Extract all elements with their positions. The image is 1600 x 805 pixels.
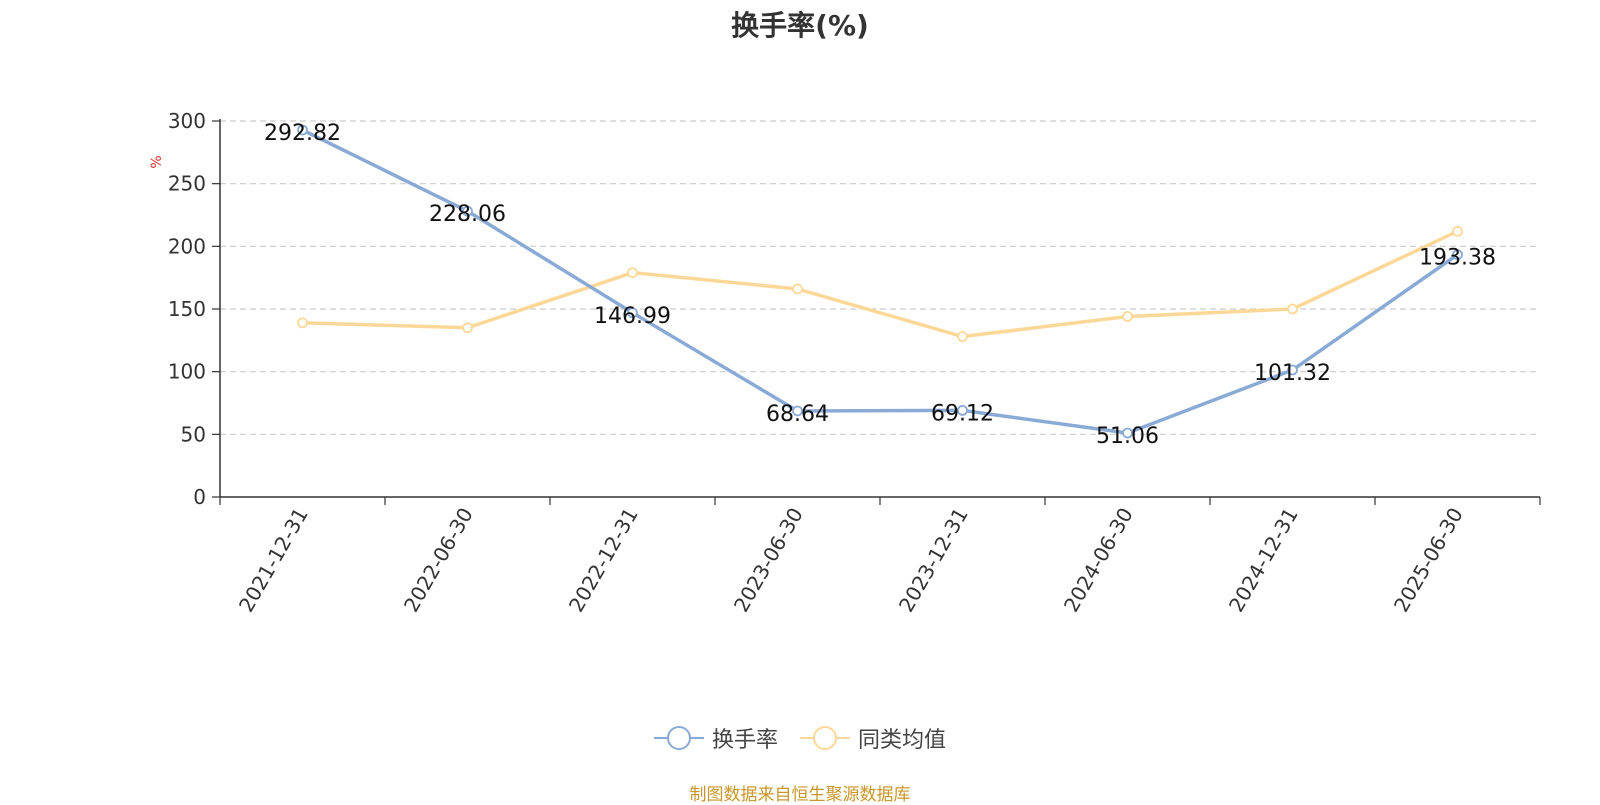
x-tick-label: 2024-06-30 <box>1059 504 1138 617</box>
legend-label-turnover: 换手率 <box>711 728 778 753</box>
data-point[interactable] <box>627 307 638 319</box>
data-point[interactable] <box>1452 225 1463 237</box>
series-line <box>300 128 1460 435</box>
data-label: 68.64 <box>766 402 829 427</box>
data-label: 193.38 <box>1419 246 1496 271</box>
y-axis-label: % <box>149 155 165 168</box>
data-label: 69.12 <box>931 401 994 426</box>
x-tick-label: 2022-12-31 <box>564 504 643 617</box>
chart-title: 换手率(%) <box>731 9 869 42</box>
legend: 换手率 同类均值 <box>0 722 1600 754</box>
y-tick-label: 250 <box>168 172 206 196</box>
legend-label-peer-average: 同类均值 <box>858 728 947 753</box>
x-tick-label: 2022-06-30 <box>399 504 478 617</box>
data-point[interactable] <box>462 205 473 217</box>
data-label: 146.99 <box>594 304 671 329</box>
data-label: 292.82 <box>264 121 341 146</box>
data-label: 51.06 <box>1096 424 1159 449</box>
x-tick-label: 2023-06-30 <box>729 504 808 617</box>
y-tick-label: 0 <box>193 485 206 509</box>
data-point[interactable] <box>792 283 803 295</box>
x-tick-label: 2025-06-30 <box>1389 504 1468 617</box>
legend-swatch-peer-average-icon <box>800 726 850 750</box>
y-tick-label: 150 <box>168 297 206 321</box>
data-point[interactable] <box>957 404 968 416</box>
x-tick-label: 2024-12-31 <box>1224 504 1303 617</box>
data-point[interactable] <box>297 124 308 136</box>
y-tick-label: 50 <box>181 422 206 446</box>
data-point[interactable] <box>627 267 638 279</box>
data-point[interactable] <box>297 317 308 329</box>
data-point[interactable] <box>1287 364 1298 376</box>
data-label: 228.06 <box>429 202 506 227</box>
legend-swatch-turnover-icon <box>653 726 704 750</box>
data-point[interactable] <box>957 331 968 342</box>
x-tick-label: 2021-12-31 <box>234 504 313 617</box>
legend-item-peer-average[interactable]: 同类均值 <box>800 722 946 754</box>
data-label: 101.32 <box>1254 361 1331 386</box>
data-point[interactable] <box>1452 249 1463 261</box>
series-line <box>300 229 1460 339</box>
data-point[interactable] <box>462 322 473 334</box>
y-tick-label: 100 <box>168 360 206 384</box>
data-point[interactable] <box>1287 303 1298 315</box>
data-point[interactable] <box>792 405 803 417</box>
data-point[interactable] <box>1122 427 1133 439</box>
data-source-note: 制图数据来自恒生聚源数据库 <box>689 785 911 805</box>
data-point[interactable] <box>1122 311 1133 322</box>
y-tick-label: 300 <box>168 109 206 133</box>
y-tick-label: 200 <box>168 234 206 258</box>
legend-item-turnover[interactable]: 换手率 <box>653 722 778 754</box>
x-tick-label: 2023-12-31 <box>894 504 973 617</box>
